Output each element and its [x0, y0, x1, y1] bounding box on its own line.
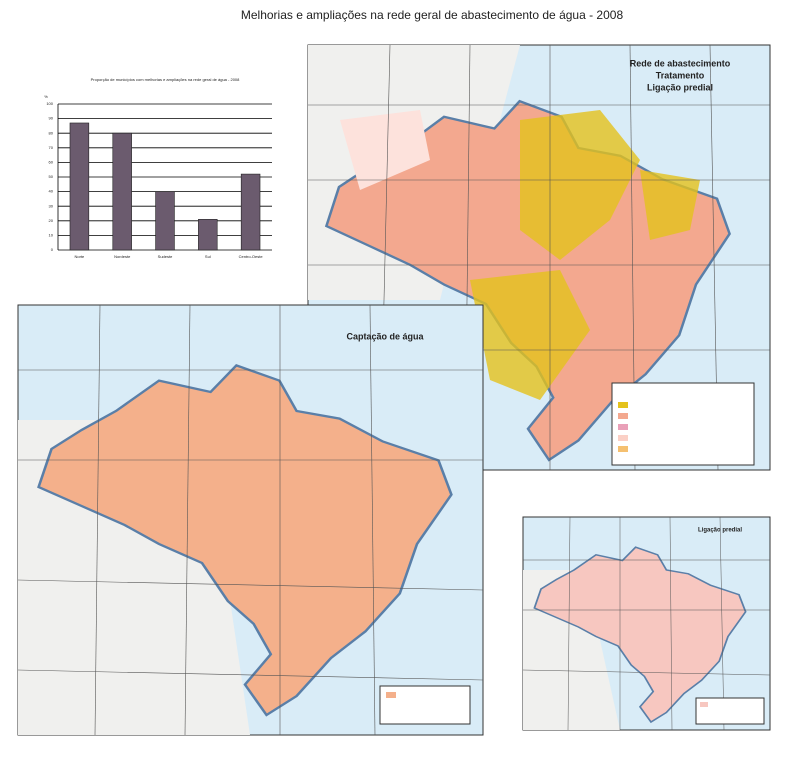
x-tick-label: Nordeste [114, 254, 131, 259]
y-tick-label: 60 [49, 159, 54, 164]
map-title: Ligação predial [647, 82, 713, 92]
region-yellow [640, 170, 700, 240]
x-tick-label: Sul [205, 254, 211, 259]
y-tick-label: 70 [49, 145, 54, 150]
map-title: Tratamento [656, 70, 705, 80]
map-connection: Ligação predial [522, 516, 771, 731]
legend [379, 685, 471, 725]
graticule [522, 516, 771, 731]
region-light [340, 110, 430, 190]
y-tick-label: 30 [49, 203, 54, 208]
map-title: Ligação predial [698, 528, 742, 534]
legend [695, 697, 765, 725]
y-tick-label: 40 [49, 189, 54, 194]
y-axis-label: % [44, 94, 48, 99]
page-title: Melhorias e ampliações na rede geral de … [241, 8, 624, 22]
bar [69, 122, 90, 251]
bar [155, 191, 175, 251]
map-network: Rede de abastecimento Tratamento Ligação… [307, 44, 771, 471]
bar [240, 173, 261, 251]
x-tick-label: Norte [75, 254, 86, 259]
region-yellow [470, 270, 590, 400]
map-title: Captação de água [346, 331, 424, 341]
legend [611, 382, 755, 466]
bar [112, 132, 132, 251]
x-tick-label: Centro-Oeste [239, 254, 264, 259]
y-tick-label: 20 [49, 218, 54, 223]
map-title: Rede de abastecimento [630, 58, 731, 68]
y-tick-label: 100 [46, 101, 53, 106]
bar-chart: Proporção de municípios com melhorias e … [44, 77, 272, 259]
y-tick-label: 80 [49, 130, 54, 135]
x-tick-label: Sudeste [158, 254, 173, 259]
bar [198, 219, 218, 251]
chart-title: Proporção de municípios com melhorias e … [91, 77, 241, 82]
graticule [17, 304, 484, 736]
y-tick-label: 0 [51, 247, 54, 252]
map-intake: Captação de água [17, 304, 484, 736]
y-tick-label: 50 [49, 174, 54, 179]
y-tick-label: 10 [49, 232, 54, 237]
y-tick-label: 90 [49, 116, 54, 121]
